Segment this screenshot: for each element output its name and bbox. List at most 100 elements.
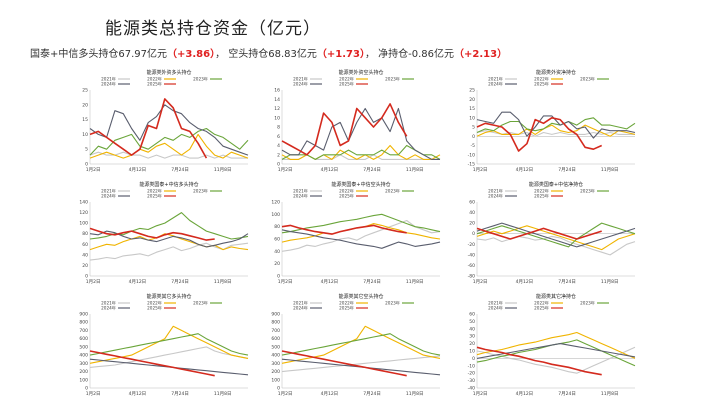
x-tick-label: 11月8日 — [214, 391, 232, 397]
y-tick-label: 100 — [271, 377, 280, 383]
y-tick-label: 20 — [274, 261, 280, 267]
x-tick-label: 4月12日 — [129, 279, 147, 285]
y-tick-label: 40 — [82, 252, 88, 258]
y-tick-label: 15 — [469, 106, 475, 112]
y-tick-label: 50 — [469, 319, 475, 325]
chart-panel-4: 能源类国泰+中信多头持仓 2021年 2022年 2023年 2024年 2025年 0 20… — [68, 180, 253, 290]
y-tick-label: 10 — [82, 132, 88, 138]
legend-label: 2021年 — [293, 300, 308, 307]
series-line — [476, 222, 636, 248]
y-tick-label: 200 — [79, 369, 88, 375]
series-line — [476, 346, 602, 376]
series-line — [281, 325, 441, 364]
x-tick-label: 1月2日 — [473, 279, 488, 285]
series-line — [89, 233, 249, 251]
series-line — [476, 235, 636, 256]
y-tick-label: 25 — [82, 88, 88, 94]
y-tick-label: 60 — [82, 242, 88, 248]
x-tick-label: 11月8日 — [601, 167, 619, 173]
x-tick-label: 7月24日 — [171, 167, 189, 173]
legend-label: 2025年 — [534, 81, 549, 88]
series-line — [281, 333, 441, 356]
y-tick-label: 20 — [469, 97, 475, 103]
y-tick-label: 0 — [85, 274, 88, 280]
legend-label: 2024年 — [488, 305, 503, 312]
legend-label: 2022年 — [534, 76, 549, 83]
y-tick-label: 12 — [274, 106, 280, 112]
short-position-label: 空头持仓68.83亿元 — [228, 49, 317, 60]
chart-svg: 能源类外资空头持仓 2021年 2022年 2023年 2024年 2025年 0 2 4 6 8 1… — [274, 69, 441, 173]
series-line — [89, 350, 215, 377]
y-tick-label: 0 — [472, 356, 475, 362]
y-tick-label: -40 — [468, 252, 475, 258]
x-tick-label: 11月8日 — [406, 167, 424, 173]
y-tick-label: -10 — [468, 152, 475, 158]
x-tick-label: 7月24日 — [363, 167, 381, 173]
x-tick-label: 11月8日 — [406, 391, 424, 397]
y-tick-label: 100 — [271, 212, 280, 218]
series-line — [281, 103, 408, 156]
y-tick-label: -40 — [468, 386, 475, 392]
x-tick-label: 11月8日 — [406, 279, 424, 285]
legend-label: 2023年 — [580, 300, 595, 307]
legend-label: 2021年 — [488, 188, 503, 195]
series-line — [476, 111, 636, 139]
x-tick-label: 11月8日 — [601, 391, 619, 397]
y-tick-label: 60 — [469, 200, 475, 206]
y-tick-label: 600 — [79, 336, 88, 342]
series-line — [89, 104, 249, 156]
series-line — [281, 107, 440, 160]
series-line — [476, 124, 636, 137]
chart-panel-5: 能源类国泰+中信空头持仓 2021年 2022年 2023年 2024年 2025年 0 20… — [260, 180, 445, 290]
x-tick-label: 1月2日 — [86, 279, 101, 285]
y-tick-label: 80 — [82, 231, 88, 237]
legend-label: 2024年 — [488, 193, 503, 200]
chart-title: 能源类外资多头持仓 — [146, 69, 191, 76]
series-line — [476, 225, 636, 251]
y-tick-label: 0 — [277, 274, 280, 280]
y-tick-label: 10 — [274, 115, 280, 121]
series-line — [89, 325, 249, 364]
y-tick-label: 0 — [472, 134, 475, 140]
legend-label: 2025年 — [534, 305, 549, 312]
y-tick-label: 120 — [79, 210, 88, 216]
legend-label: 2022年 — [147, 188, 162, 195]
y-tick-label: 300 — [79, 361, 88, 367]
y-tick-label: 25 — [469, 88, 475, 94]
legend-label: 2024年 — [101, 81, 116, 88]
series-line — [89, 230, 249, 248]
legend-label: 2023年 — [385, 300, 400, 307]
chart-title: 能源类其它空头持仓 — [338, 293, 383, 300]
legend-label: 2024年 — [101, 193, 116, 200]
y-tick-label: 100 — [79, 221, 88, 227]
y-tick-label: 0 — [277, 162, 280, 168]
series-line — [281, 224, 407, 235]
series-line — [89, 227, 215, 241]
separator: ， — [364, 49, 375, 60]
chart-panel-7: 能源类其它多头持仓 2021年 2022年 2023年 2024年 2025年 0 100 20… — [68, 292, 253, 402]
y-tick-label: -10 — [468, 363, 475, 369]
legend-label: 2025年 — [147, 193, 162, 200]
chart-title: 能源类国泰+中信多头持仓 — [139, 181, 198, 188]
short-position-change: （+1.73） — [316, 49, 365, 60]
y-tick-label: 20 — [469, 341, 475, 347]
y-tick-label: -80 — [468, 274, 475, 280]
y-tick-label: 5 — [85, 147, 88, 153]
legend-label: 2023年 — [385, 76, 400, 83]
y-tick-label: -5 — [471, 143, 476, 149]
series-line — [281, 355, 441, 373]
chart-svg: 能源类国泰+中信多头持仓 2021年 2022年 2023年 2024年 2025年 0 20… — [79, 181, 249, 285]
x-tick-label: 7月24日 — [558, 279, 576, 285]
legend-label: 2024年 — [488, 81, 503, 88]
y-tick-label: 10 — [469, 349, 475, 355]
chart-title: 能源类国泰+中信净持仓 — [529, 181, 583, 188]
legend-label: 2023年 — [193, 300, 208, 307]
y-tick-label: 900 — [271, 312, 280, 318]
y-tick-label: 20 — [82, 102, 88, 108]
legend-label: 2022年 — [339, 300, 354, 307]
y-tick-label: 0 — [472, 231, 475, 237]
legend-label: 2022年 — [147, 300, 162, 307]
x-tick-label: 7月24日 — [171, 279, 189, 285]
chart-title: 能源类国泰+中信空头持仓 — [331, 181, 390, 188]
y-tick-label: 2 — [277, 152, 280, 158]
